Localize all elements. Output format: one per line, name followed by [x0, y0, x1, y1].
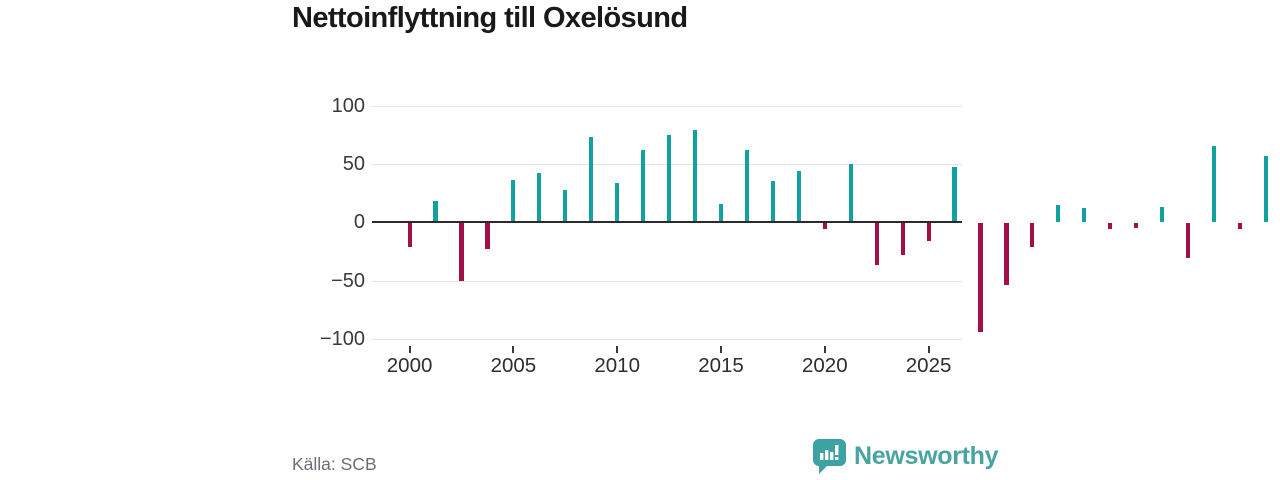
newsworthy-logo[interactable]: Newsworthy [813, 438, 999, 474]
bar [641, 149, 646, 223]
bar [796, 170, 801, 223]
bar [433, 201, 438, 223]
bar [952, 167, 957, 223]
x-axis-tick-label: 2025 [905, 354, 952, 377]
x-axis-tick-label: 2000 [386, 354, 433, 377]
bar [978, 223, 983, 332]
bar [485, 223, 490, 249]
bar [563, 189, 568, 223]
bar [1160, 207, 1165, 223]
x-axis-tick-label: 2010 [594, 354, 640, 377]
zero-axis-line [372, 221, 962, 224]
bar [1237, 223, 1243, 230]
x-axis-tick-mark [512, 346, 515, 353]
x-axis-tick-label: 2015 [698, 354, 744, 377]
bar [848, 163, 853, 223]
y-axis-tick-label: 50 [342, 152, 365, 175]
newsworthy-logo-icon [813, 438, 846, 474]
bar [874, 223, 879, 266]
x-axis-tick-mark [616, 346, 619, 353]
x-axis-tick-mark [720, 346, 722, 353]
y-axis-tick-label: −50 [331, 269, 365, 292]
bar [407, 223, 412, 247]
bar [1134, 223, 1139, 228]
bar [692, 130, 698, 223]
y-axis-tick-label: −100 [319, 328, 365, 351]
bar [1263, 155, 1269, 223]
gridline [372, 105, 962, 107]
bar [459, 223, 464, 281]
x-axis-tick-mark [823, 346, 826, 353]
bar [744, 149, 750, 223]
y-axis-tick-label: 100 [331, 94, 365, 117]
newsworthy-logo-text: Newsworthy [854, 441, 999, 470]
bar [900, 223, 905, 255]
bar [1211, 146, 1217, 223]
gridline [372, 280, 962, 282]
x-axis-tick-label: 2020 [801, 354, 848, 377]
bar [589, 137, 594, 223]
y-axis-tick-label: 0 [353, 211, 365, 234]
bar [1004, 223, 1009, 286]
x-axis-tick-mark [408, 346, 411, 353]
bar [511, 180, 516, 223]
bar [667, 134, 672, 223]
bar [1108, 223, 1113, 230]
bar [1030, 223, 1035, 247]
bar [1186, 223, 1191, 259]
x-axis-tick-label: 2005 [490, 354, 537, 377]
bar [822, 223, 827, 230]
bar [770, 181, 775, 223]
plot-area [372, 90, 1269, 350]
bar [718, 203, 724, 223]
bar [926, 223, 931, 241]
bar [1082, 208, 1087, 223]
chart-title: Nettoinflyttning till Oxelösund [292, 2, 688, 34]
x-axis-tick-mark [927, 346, 930, 353]
bar [615, 182, 620, 223]
bar [537, 173, 542, 223]
gridline [372, 339, 962, 341]
bar [1056, 204, 1061, 223]
source-label: Källa: SCB [292, 454, 377, 474]
